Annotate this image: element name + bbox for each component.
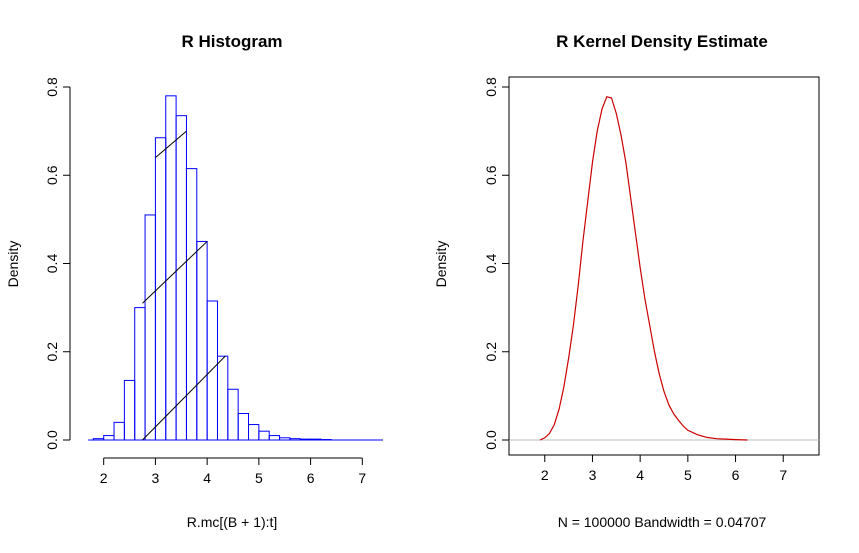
- density-curve: [539, 95, 748, 441]
- histogram-y-tick-label: 0.6: [44, 165, 60, 185]
- histogram-bar: [103, 435, 115, 441]
- histogram-y-tick-label: 0.4: [44, 254, 60, 274]
- density-x-tick-label: 6: [732, 467, 740, 483]
- histogram-bar: [258, 430, 270, 441]
- histogram-x-tick-label: 3: [152, 470, 160, 486]
- density-x-tick-label: 3: [589, 467, 597, 483]
- density-x-tick-label: 5: [684, 467, 692, 483]
- density-x-label: N = 100000 Bandwidth = 0.04707: [558, 514, 767, 530]
- histogram-bar: [206, 300, 218, 441]
- density-plot-box: [508, 76, 820, 456]
- histogram-overlay-segment: [142, 241, 208, 304]
- histogram-bar: [185, 168, 198, 441]
- histogram-y-tick-label: 0.0: [44, 430, 60, 450]
- density-y-tick-label: 0.2: [483, 342, 499, 362]
- histogram-x-tick-label: 6: [307, 470, 315, 486]
- histogram-bar: [196, 240, 208, 441]
- histogram-bar: [248, 424, 260, 441]
- histogram-overlay-lines: [142, 130, 226, 441]
- density-x-tick-label: 4: [636, 467, 644, 483]
- histogram-bar: [144, 214, 156, 441]
- histogram-bar: [216, 355, 229, 441]
- histogram-panel: R Histogram 2 3 4 5 6 7 0.0 0.2 0.4 0.6 0.8 R.mc[…: [5, 32, 383, 530]
- histogram-bar: [175, 115, 187, 441]
- histogram-y-tick-label: 0.2: [44, 342, 60, 362]
- histogram-bar: [237, 413, 250, 441]
- histogram-bars: [88, 95, 383, 441]
- density-y-axis: 0.0 0.2 0.4 0.6 0.8: [483, 77, 510, 450]
- histogram-overlay-segment: [142, 355, 226, 441]
- density-y-tick-label: 0.0: [483, 430, 499, 450]
- density-x-axis: 2 3 4 5 6 7: [541, 454, 787, 483]
- histogram-y-tick-label: 0.8: [44, 77, 60, 97]
- histogram-x-label: R.mc[(B + 1):t]: [187, 514, 278, 530]
- histogram-bar: [227, 388, 239, 441]
- histogram-x-tick-label: 2: [100, 470, 108, 486]
- density-title: R Kernel Density Estimate: [556, 32, 768, 51]
- histogram-y-label: Density: [5, 241, 21, 288]
- histogram-x-axis: 2 3 4 5 6 7: [100, 457, 366, 486]
- density-y-tick-label: 0.8: [483, 77, 499, 97]
- histogram-x-tick-label: 7: [358, 470, 366, 486]
- histogram-y-axis: 0.0 0.2 0.4 0.6 0.8: [44, 77, 71, 450]
- histogram-x-tick-label: 5: [255, 470, 263, 486]
- histogram-bar: [123, 379, 136, 441]
- histogram-title: R Histogram: [181, 32, 282, 51]
- histogram-bar: [268, 435, 281, 441]
- histogram-bar: [134, 307, 146, 441]
- density-y-tick-label: 0.4: [483, 254, 499, 274]
- density-line: [539, 95, 748, 441]
- histogram-bar: [113, 421, 125, 441]
- density-y-tick-label: 0.6: [483, 165, 499, 185]
- histogram-overlay-segment: [155, 130, 187, 158]
- density-y-label: Density: [433, 241, 449, 288]
- density-x-tick-label: 7: [779, 467, 787, 483]
- histogram-x-tick-label: 4: [203, 470, 211, 486]
- density-x-tick-label: 2: [541, 467, 549, 483]
